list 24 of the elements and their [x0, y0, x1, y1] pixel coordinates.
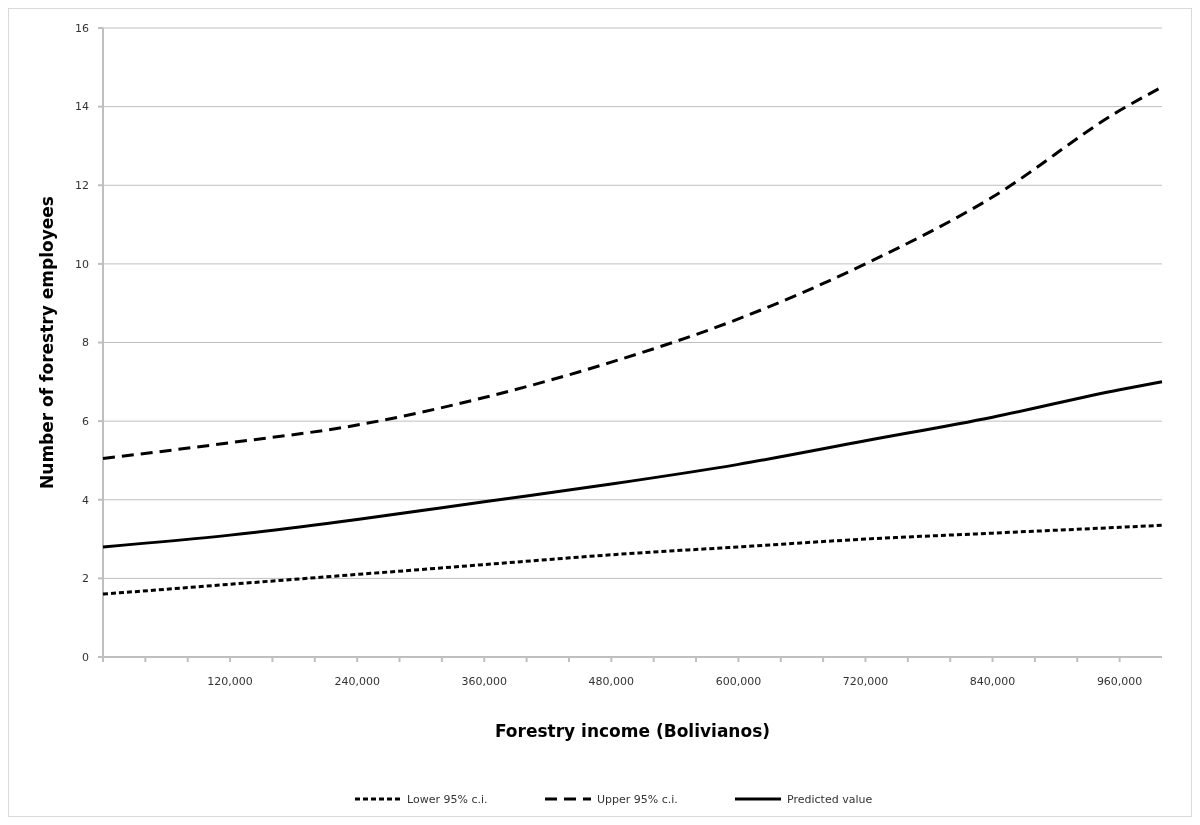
x-tick-label: 960,000 [1096, 675, 1143, 688]
legend-label: Predicted value [787, 792, 873, 806]
x-tick-label: 120,000 [207, 675, 253, 688]
y-tick-label: 4 [82, 493, 89, 507]
y-tick-label: 12 [75, 179, 89, 193]
x-axis-title: Forestry income (Bolivianos) [494, 721, 771, 741]
x-tick-label: 480,000 [588, 675, 635, 688]
x-tick-label: 720,000 [842, 675, 889, 688]
line-series [101, 523, 1164, 596]
legend-label: Upper 95% c.i. [597, 792, 678, 806]
y-tick-label: 2 [82, 572, 89, 586]
x-tick-label: 360,000 [461, 675, 507, 688]
y-axis-title: Number of forestry employees [37, 196, 57, 489]
y-tick-label: 6 [82, 414, 89, 428]
legend-label: Lower 95% c.i. [407, 792, 488, 806]
y-tick-label: 8 [82, 336, 89, 350]
x-tick-label: 840,000 [969, 675, 1016, 688]
y-tick-label: 16 [75, 21, 89, 35]
x-tick-label: 600,000 [715, 675, 762, 688]
y-tick-label: 0 [82, 650, 89, 664]
y-tick-label: 14 [75, 100, 89, 114]
y-tick-label: 10 [75, 257, 89, 271]
x-tick-label: 240,000 [334, 675, 380, 688]
line-series [101, 380, 1164, 549]
